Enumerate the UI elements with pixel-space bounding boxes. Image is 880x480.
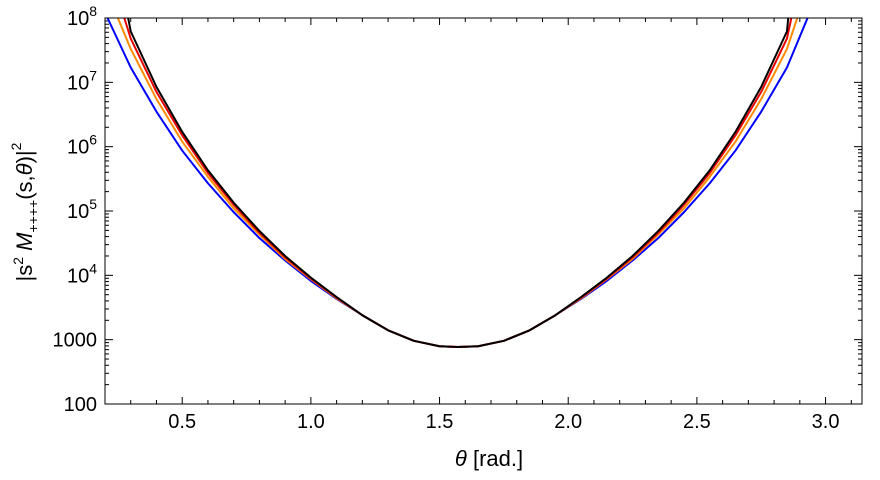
plot-frame — [104, 17, 863, 405]
y-tick-label: 100 — [64, 394, 97, 416]
x-axis-label: θ [rad.] — [455, 446, 523, 471]
x-tick-label: 1.0 — [297, 411, 325, 433]
x-tick-label: 1.5 — [426, 411, 454, 433]
series-line-3 — [123, 17, 793, 348]
y-tick-label: 106 — [67, 132, 97, 159]
x-tick-label: 0.5 — [168, 411, 196, 433]
y-tick-label: 104 — [67, 260, 97, 287]
x-tick-label: 2.5 — [683, 411, 711, 433]
x-tick-label: 2.0 — [554, 411, 582, 433]
y-tick-label: 108 — [67, 3, 97, 30]
series-line-2 — [116, 17, 799, 348]
series-line-4 — [127, 17, 790, 348]
y-tick-label: 105 — [67, 196, 97, 223]
x-tick-label: 3.0 — [812, 411, 840, 433]
y-tick-label: 107 — [67, 67, 97, 94]
tick-labels: 0.5 1.0 1.5 2.0 2.5 3.0 100 1000 104 105 106 107 108 — [53, 3, 840, 433]
y-axis-label: |s2 M++++(s,θ)|2 — [8, 142, 41, 281]
y-tick-label: 1000 — [53, 330, 98, 352]
series-layer — [106, 17, 809, 348]
axis-ticks — [105, 17, 862, 405]
